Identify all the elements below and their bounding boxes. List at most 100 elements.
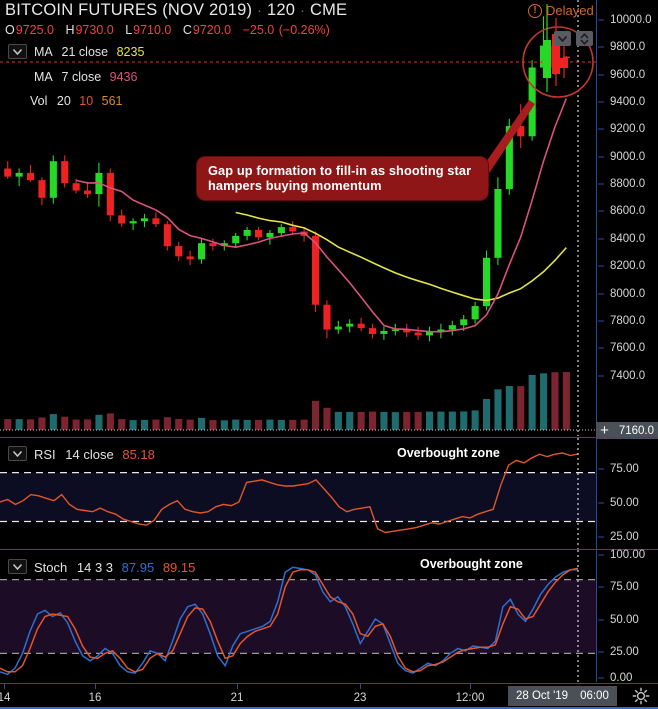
vol-value-b: 561 xyxy=(101,94,123,108)
volume-bar xyxy=(175,418,183,430)
crosshair-time-tag: 28 Oct '19 06:00 xyxy=(508,686,617,706)
symbol-title[interactable]: BITCOIN FUTURES (NOV 2019) · 120 · CME xyxy=(5,1,347,20)
candle-body xyxy=(414,332,422,336)
time-tick-mark xyxy=(237,684,238,689)
pane-divider-stoch[interactable] xyxy=(0,549,658,550)
circle-annotation xyxy=(522,26,594,98)
settings-button[interactable] xyxy=(632,687,650,705)
rsi-value: 85.18 xyxy=(122,447,155,462)
price-tick-label: 7600.0 xyxy=(610,342,646,355)
price-scale[interactable]: 10000.0 9800.0 9600.0 9400.0 9200.0 9000.0 880… xyxy=(596,0,658,436)
candle-body xyxy=(346,323,354,327)
price-tick-mark xyxy=(598,128,604,130)
time-scale[interactable]: 28 Oct '19 06:00 14 16 21 23 12:00 xyxy=(0,683,658,709)
legend-ma21[interactable]: MA 21 close 8235 xyxy=(34,45,144,59)
legend-stoch[interactable]: Stoch 14 3 3 87.95 89.15 xyxy=(34,560,195,575)
volume-bar xyxy=(129,420,137,430)
title-separator-1: · xyxy=(257,2,263,19)
volume-bar xyxy=(186,419,194,430)
legend-rsi[interactable]: RSI 14 close 85.18 xyxy=(34,447,155,462)
gear-icon xyxy=(632,687,650,705)
pane-divider-rsi[interactable] xyxy=(0,437,658,438)
price-tick-label: 9800.0 xyxy=(610,41,646,54)
chevron-down-icon xyxy=(13,48,22,55)
crosshair-date: 28 Oct '19 xyxy=(516,690,569,702)
chart-scale-button[interactable] xyxy=(576,31,593,46)
volume-bar xyxy=(118,419,126,430)
symbol-interval: 120 xyxy=(267,1,296,19)
legend-ma7[interactable]: MA 7 close 9436 xyxy=(34,70,137,84)
candle-body xyxy=(357,323,365,329)
candle-body xyxy=(175,246,183,257)
stoch-tick-label: 0.00 xyxy=(610,672,633,684)
volume-bar xyxy=(38,417,46,430)
rsi-tick-mark xyxy=(598,536,604,538)
crosshair-price-tag: 7160.0 xyxy=(596,422,658,439)
rsi-tick-mark xyxy=(598,468,604,470)
open-value: 9725.0 xyxy=(15,23,54,37)
candle-body xyxy=(186,256,194,260)
rsi-band-fill xyxy=(0,472,596,522)
stoch-collapse-button[interactable] xyxy=(8,559,27,574)
stoch-pane[interactable] xyxy=(0,550,596,682)
candle-body xyxy=(255,230,263,238)
high-value: 9730.0 xyxy=(75,23,114,37)
price-pane[interactable] xyxy=(0,0,596,436)
time-tick-mark xyxy=(95,684,96,689)
volume-bar xyxy=(72,419,80,430)
time-tick-label: 14 xyxy=(0,692,11,704)
rsi-collapse-button[interactable] xyxy=(8,446,27,461)
price-tick-label: 8200.0 xyxy=(610,260,646,273)
delayed-badge[interactable]: ! Delayed xyxy=(528,3,594,18)
annotation-callout[interactable] xyxy=(197,157,488,200)
volume-bar xyxy=(540,373,548,430)
candle-body xyxy=(437,329,445,331)
crosshair-marker-icon: + xyxy=(600,422,609,439)
vol-value-a: 10 xyxy=(79,94,94,108)
volume-bar xyxy=(300,419,308,430)
ma21-name: MA xyxy=(34,45,53,59)
chevron-down-icon xyxy=(558,35,567,42)
candle-body xyxy=(562,56,570,58)
candle-body xyxy=(369,328,377,334)
rsi-scale[interactable]: 75.00 50.00 25.00 xyxy=(596,438,658,549)
ma21-value: 8235 xyxy=(116,45,145,59)
candle-body xyxy=(552,34,560,74)
volume-bar xyxy=(426,411,434,430)
volume-bar xyxy=(346,411,354,430)
volume-bar xyxy=(380,411,388,430)
price-tick-mark xyxy=(598,265,604,267)
low-label: L xyxy=(125,23,133,37)
candle-body xyxy=(266,232,274,238)
legend-volume[interactable]: Vol 20 10 561 xyxy=(30,94,123,108)
price-tick-label: 9200.0 xyxy=(610,123,646,136)
price-tick-label: 8400.0 xyxy=(610,232,646,245)
volume-bar xyxy=(448,411,456,430)
vol-params: 20 xyxy=(56,94,71,108)
volume-bar xyxy=(61,416,69,430)
ma7-value: 9436 xyxy=(109,70,138,84)
candle-body xyxy=(209,243,217,247)
price-tick-mark xyxy=(598,101,604,103)
rsi-pane[interactable] xyxy=(0,438,596,549)
volume-bar xyxy=(369,411,377,430)
ma21-collapse-button[interactable] xyxy=(8,44,27,59)
price-tick-mark xyxy=(598,156,604,158)
stoch-scale[interactable]: 100.00 75.00 50.00 25.00 0.00 xyxy=(596,549,658,684)
candle-body xyxy=(220,243,228,247)
volume-bar xyxy=(106,413,114,430)
low-value: 9710.0 xyxy=(133,23,172,37)
candlesticks xyxy=(4,16,570,342)
time-tick-mark xyxy=(360,684,361,689)
stoch-tick-label: 50.00 xyxy=(610,614,639,626)
rsi-chart-svg xyxy=(0,438,596,549)
price-tick-mark xyxy=(598,46,604,48)
volume-bar xyxy=(494,389,502,430)
volume-bar xyxy=(141,419,149,430)
stoch-tick-label: 100.00 xyxy=(610,549,646,561)
symbol-name: BITCOIN FUTURES (NOV 2019) xyxy=(5,1,253,19)
candle-body xyxy=(232,235,240,244)
chart-dropdown-button[interactable] xyxy=(554,31,571,46)
volume-bar xyxy=(84,419,92,430)
